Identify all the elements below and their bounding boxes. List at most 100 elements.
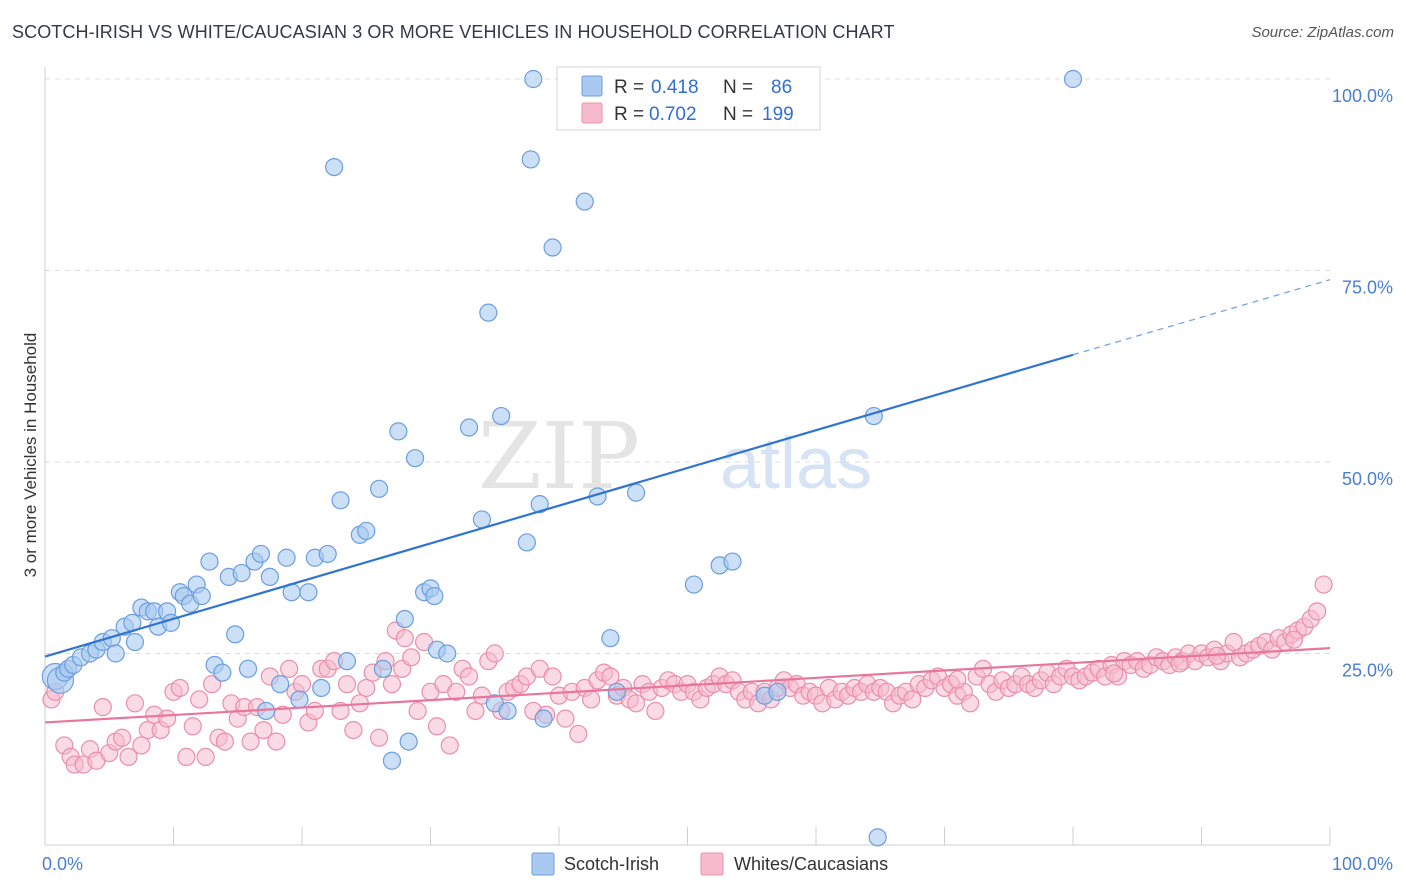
point-whites-caucasians (157, 709, 177, 728)
legend-r-label-2: R = (614, 104, 644, 125)
point-scotch-irish (226, 625, 245, 644)
point-scotch-irish (723, 552, 742, 571)
gridlines (45, 78, 1330, 654)
legend-n-label-1: N = (723, 77, 753, 98)
y-tick-labels: 25.0% 50.0% 75.0% 100.0% (1332, 86, 1393, 681)
point-whites-caucasians (1284, 630, 1304, 649)
point-scotch-irish (575, 192, 594, 211)
point-whites-caucasians (183, 717, 202, 736)
point-whites-caucasians (1224, 632, 1243, 652)
point-scotch-irish (601, 629, 620, 648)
point-scotch-irish (277, 548, 296, 567)
point-scotch-irish (331, 491, 350, 510)
point-scotch-irish (382, 751, 402, 770)
point-whites-caucasians (440, 736, 459, 755)
point-scotch-irish (370, 479, 389, 498)
point-whites-caucasians (119, 747, 138, 767)
point-whites-caucasians (459, 667, 479, 686)
point-whites-caucasians (292, 675, 312, 694)
point-scotch-irish (425, 586, 444, 606)
point-scotch-irish (271, 675, 290, 694)
point-scotch-irish (492, 406, 511, 426)
point-whites-caucasians (177, 747, 196, 767)
point-scotch-irish (192, 586, 211, 606)
point-whites-caucasians (267, 732, 286, 751)
point-whites-caucasians (1314, 575, 1333, 594)
bottom-legend-swatch-pink (700, 852, 724, 876)
point-scotch-irish (684, 575, 704, 594)
legend-r-label-1: R = (614, 77, 644, 98)
point-scotch-irish (534, 709, 553, 728)
legend-swatch-pink (581, 102, 603, 124)
point-scotch-irish (530, 495, 549, 514)
point-whites-caucasians (331, 701, 350, 721)
x-tick-label: 100.0% (1332, 854, 1393, 874)
point-whites-caucasians (556, 709, 575, 728)
bottom-legend-label-whites: Whites/Caucasians (734, 854, 888, 874)
chart-title: SCOTCH-IRISH VS WHITE/CAUCASIAN 3 OR MOR… (12, 22, 895, 42)
y-tick-label: 100.0% (1332, 86, 1393, 106)
point-scotch-irish (260, 567, 279, 587)
point-whites-caucasians (305, 701, 324, 721)
point-scotch-irish (438, 644, 457, 663)
point-whites-caucasians (1308, 602, 1327, 621)
point-whites-caucasians (395, 629, 414, 648)
point-whites-caucasians (132, 736, 151, 755)
point-scotch-irish (125, 632, 145, 652)
point-scotch-irish (325, 157, 344, 177)
legend-r-value-1: 0.418 (651, 77, 699, 98)
point-whites-caucasians (357, 678, 376, 698)
point-scotch-irish (395, 609, 414, 629)
bottom-legend-swatch-blue (531, 852, 555, 876)
point-whites-caucasians (485, 644, 504, 663)
y-axis-label: 3 or more Vehicles in Household (21, 333, 40, 578)
point-whites-caucasians (543, 667, 562, 686)
point-whites-caucasians (337, 675, 357, 694)
point-whites-caucasians (569, 724, 588, 744)
point-scotch-irish (472, 510, 491, 529)
point-whites-caucasians (112, 728, 132, 747)
trendline-scotch-irish-extension (1072, 279, 1331, 356)
series-scotch-irish-points (41, 69, 1083, 847)
point-scotch-irish (405, 449, 425, 468)
point-whites-caucasians (125, 694, 145, 713)
point-whites-caucasians (93, 698, 112, 717)
point-whites-caucasians (582, 690, 601, 709)
x-tick-label: 0.0% (42, 854, 83, 874)
trendlines (44, 279, 1331, 724)
point-whites-caucasians (196, 747, 215, 767)
y-tick-label: 75.0% (1342, 278, 1393, 298)
point-whites-caucasians (280, 659, 299, 678)
point-whites-caucasians (170, 678, 190, 698)
legend-r-value-2: 0.702 (649, 104, 697, 125)
point-scotch-irish (238, 659, 258, 678)
bottom-legend-label-scotch-irish: Scotch-Irish (564, 854, 659, 874)
point-scotch-irish (373, 659, 393, 678)
point-scotch-irish (251, 544, 270, 564)
legend-n-value-2: 199 (762, 104, 794, 125)
point-whites-caucasians (1105, 664, 1124, 683)
point-whites-caucasians (408, 701, 427, 721)
point-whites-caucasians (961, 694, 980, 713)
bottom-legend: Scotch-Irish Whites/Caucasians (531, 852, 888, 876)
point-scotch-irish (626, 483, 646, 502)
point-scotch-irish (337, 652, 357, 671)
point-whites-caucasians (646, 701, 665, 721)
point-whites-caucasians (202, 675, 222, 694)
trendline-scotch-irish (44, 353, 1074, 658)
point-whites-caucasians (344, 720, 363, 740)
point-whites-caucasians (370, 728, 389, 747)
point-scotch-irish (232, 563, 251, 583)
point-scotch-irish (399, 732, 418, 751)
x-tick-labels: 0.0% 100.0% (42, 854, 1393, 874)
point-whites-caucasians (948, 670, 967, 689)
point-whites-caucasians (466, 701, 485, 721)
point-scotch-irish (106, 644, 125, 663)
point-scotch-irish (868, 828, 887, 847)
y-tick-label: 25.0% (1342, 661, 1393, 681)
point-scotch-irish (1063, 69, 1083, 89)
point-whites-caucasians (382, 675, 402, 694)
point-whites-caucasians (254, 720, 273, 740)
point-scotch-irish (521, 150, 540, 169)
